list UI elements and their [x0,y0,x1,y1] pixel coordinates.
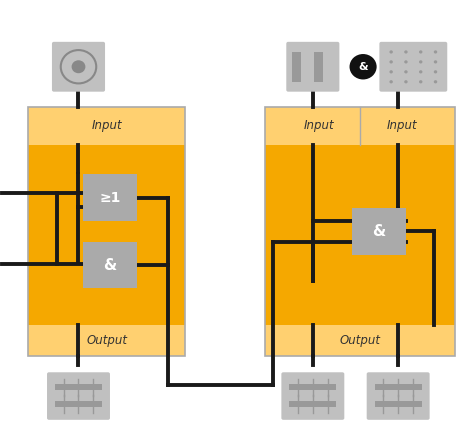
Bar [82,174,137,221]
Circle shape [61,50,96,83]
Circle shape [434,70,437,73]
Text: &: & [103,258,117,272]
Circle shape [419,50,422,53]
Bar [265,325,455,356]
Circle shape [404,50,408,53]
Bar [265,107,455,145]
Bar [352,208,407,255]
FancyBboxPatch shape [52,42,105,92]
Text: ≥1: ≥1 [99,191,120,205]
FancyBboxPatch shape [47,372,110,420]
Text: &: & [373,224,386,239]
Bar [375,401,421,407]
Circle shape [419,60,422,64]
Text: Output: Output [86,334,127,347]
Circle shape [434,50,437,53]
Circle shape [434,60,437,64]
FancyBboxPatch shape [367,372,429,420]
Bar [314,52,323,82]
Bar [28,107,185,356]
Bar [82,242,137,288]
Bar [265,145,455,325]
Circle shape [390,70,393,73]
Circle shape [390,50,393,53]
Bar [375,384,421,391]
FancyBboxPatch shape [379,42,447,92]
Text: Input: Input [303,119,334,132]
Circle shape [349,54,377,80]
Circle shape [434,80,437,83]
Bar [55,384,102,391]
Bar [55,401,102,407]
Bar [28,145,185,325]
Bar [290,384,336,391]
Circle shape [404,80,408,83]
Text: Output: Output [340,334,381,347]
Circle shape [390,60,393,64]
Circle shape [404,60,408,64]
Circle shape [404,70,408,73]
Circle shape [72,60,85,73]
Circle shape [390,80,393,83]
Text: &: & [358,62,368,72]
FancyBboxPatch shape [286,42,339,92]
FancyBboxPatch shape [282,372,344,420]
Bar [28,107,185,145]
Bar [290,401,336,407]
Text: Input: Input [91,119,122,132]
Bar [292,52,301,82]
Text: Input: Input [387,119,417,132]
Bar [28,325,185,356]
Circle shape [419,80,422,83]
Circle shape [419,70,422,73]
Bar [265,107,455,356]
